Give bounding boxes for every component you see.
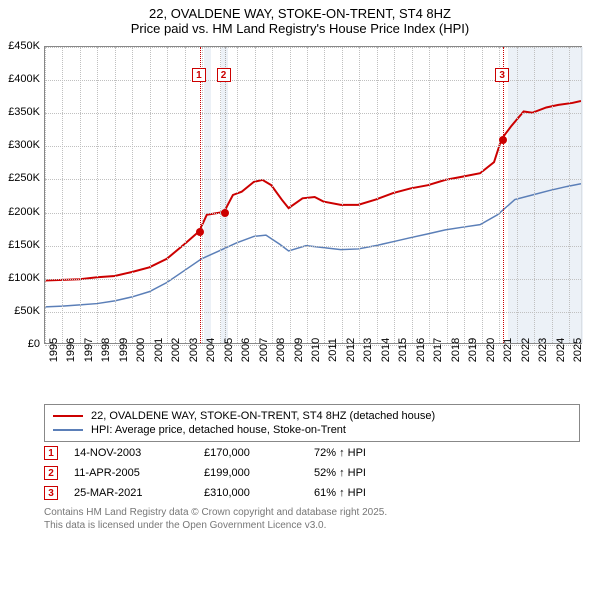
sale-row-price: £170,000 xyxy=(204,447,314,459)
sale-dot-2 xyxy=(221,209,229,217)
title-subtitle: Price paid vs. HM Land Registry's House … xyxy=(0,21,600,36)
x-axis-label: 2015 xyxy=(397,338,409,362)
chart-area: £0 £50K £100K £150K £200K £250K £300K £350K £400… xyxy=(0,38,600,398)
legend-item: HPI: Average price, detached house, Stok… xyxy=(53,423,571,437)
title-address: 22, OVALDENE WAY, STOKE-ON-TRENT, ST4 8H… xyxy=(0,6,600,21)
y-axis-label: £250K xyxy=(0,172,40,184)
x-axis-label: 2002 xyxy=(170,338,182,362)
sale-row-marker: 2 xyxy=(44,466,58,480)
sale-row-price: £199,000 xyxy=(204,467,314,479)
x-axis-label: 2012 xyxy=(345,338,357,362)
x-axis-label: 2006 xyxy=(240,338,252,362)
legend-swatch xyxy=(53,429,83,431)
chart-container: { "title": { "line1": "22, OVALDENE WAY,… xyxy=(0,0,600,532)
y-axis-label: £400K xyxy=(0,73,40,85)
y-axis-label: £300K xyxy=(0,139,40,151)
legend-swatch xyxy=(53,415,83,417)
x-axis-label: 2004 xyxy=(205,338,217,362)
chart-title: 22, OVALDENE WAY, STOKE-ON-TRENT, ST4 8H… xyxy=(0,0,600,38)
y-axis-label: £200K xyxy=(0,206,40,218)
sales-table: 1 14-NOV-2003£170,00072% ↑ HPI 2 11-APR-200… xyxy=(44,446,580,500)
y-axis-label: £0 xyxy=(0,338,40,350)
x-axis-label: 2018 xyxy=(450,338,462,362)
series-price_paid xyxy=(45,101,581,281)
x-axis-label: 2009 xyxy=(293,338,305,362)
sale-row-date: 11-APR-2005 xyxy=(74,467,204,479)
sale-row-date: 14-NOV-2003 xyxy=(74,447,204,459)
x-axis-label: 2008 xyxy=(275,338,287,362)
y-axis-label: £50K xyxy=(0,305,40,317)
x-axis-label: 1997 xyxy=(83,338,95,362)
sale-dot-1 xyxy=(196,228,204,236)
sale-row-marker: 3 xyxy=(44,486,58,500)
x-axis-label: 2005 xyxy=(223,338,235,362)
x-axis-label: 2022 xyxy=(520,338,532,362)
sale-row-delta: 72% ↑ HPI xyxy=(314,447,434,459)
x-axis-label: 2003 xyxy=(188,338,200,362)
x-axis-label: 2024 xyxy=(555,338,567,362)
x-axis-label: 2017 xyxy=(432,338,444,362)
x-axis-label: 2023 xyxy=(537,338,549,362)
legend-item: 22, OVALDENE WAY, STOKE-ON-TRENT, ST4 8H… xyxy=(53,409,571,423)
y-axis-label: £450K xyxy=(0,40,40,52)
sale-dot-3 xyxy=(499,136,507,144)
x-axis-label: 2019 xyxy=(467,338,479,362)
legend: 22, OVALDENE WAY, STOKE-ON-TRENT, ST4 8H… xyxy=(44,404,580,442)
x-axis-label: 2016 xyxy=(415,338,427,362)
x-axis-label: 2001 xyxy=(153,338,165,362)
sale-row-price: £310,000 xyxy=(204,487,314,499)
x-axis-label: 2007 xyxy=(258,338,270,362)
x-axis-label: 1999 xyxy=(118,338,130,362)
sale-row-delta: 61% ↑ HPI xyxy=(314,487,434,499)
sale-row-marker: 1 xyxy=(44,446,58,460)
y-axis-label: £150K xyxy=(0,239,40,251)
x-axis-label: 2013 xyxy=(362,338,374,362)
x-axis-label: 2020 xyxy=(485,338,497,362)
x-axis-label: 2021 xyxy=(502,338,514,362)
sale-marker-3: 3 xyxy=(495,68,509,82)
sale-row-date: 25-MAR-2021 xyxy=(74,487,204,499)
y-axis-label: £100K xyxy=(0,272,40,284)
legend-label: HPI: Average price, detached house, Stok… xyxy=(91,424,346,436)
sale-marker-2: 2 xyxy=(217,68,231,82)
x-axis-label: 2025 xyxy=(572,338,584,362)
plot-area xyxy=(44,46,582,344)
attribution: Contains HM Land Registry data © Crown c… xyxy=(44,506,580,532)
x-axis-label: 2014 xyxy=(380,338,392,362)
sale-marker-1: 1 xyxy=(192,68,206,82)
x-axis-label: 2011 xyxy=(327,338,339,362)
y-axis-label: £350K xyxy=(0,106,40,118)
x-axis-label: 2000 xyxy=(135,338,147,362)
line-svg xyxy=(45,47,581,343)
legend-label: 22, OVALDENE WAY, STOKE-ON-TRENT, ST4 8H… xyxy=(91,410,435,422)
attribution-line1: Contains HM Land Registry data © Crown c… xyxy=(44,506,580,519)
x-axis-label: 1998 xyxy=(100,338,112,362)
x-axis-label: 2010 xyxy=(310,338,322,362)
sale-row-delta: 52% ↑ HPI xyxy=(314,467,434,479)
x-axis-label: 1995 xyxy=(48,338,60,362)
x-axis-label: 1996 xyxy=(65,338,77,362)
attribution-line2: This data is licensed under the Open Gov… xyxy=(44,519,580,532)
